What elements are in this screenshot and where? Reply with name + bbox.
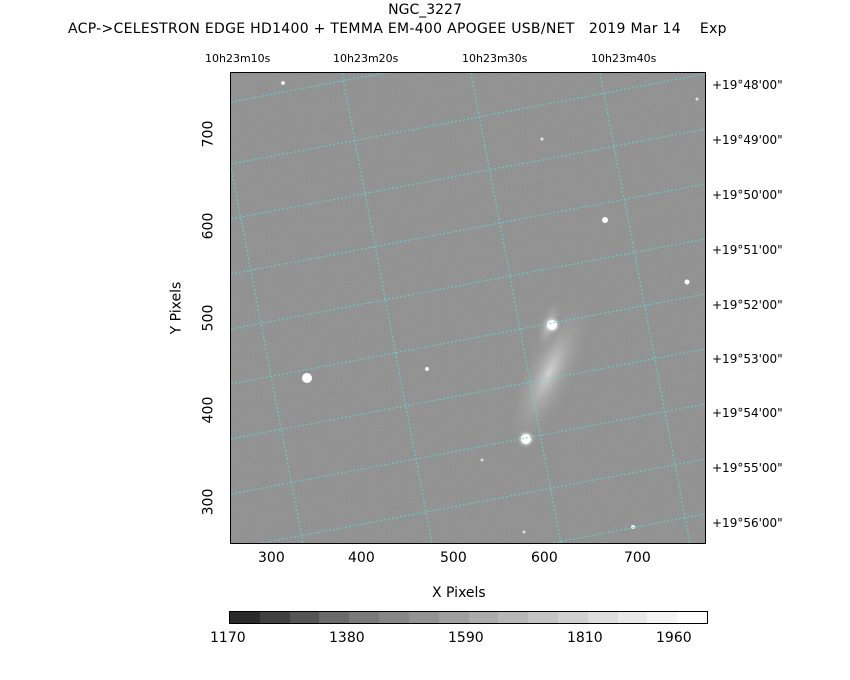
ra-label-2: 10h23m20s <box>333 52 399 65</box>
y-axis-label: Y Pixels <box>168 281 185 335</box>
colorbar-segment <box>408 612 439 623</box>
dec-gridline <box>231 238 705 330</box>
colorbar-segment <box>259 612 290 623</box>
colorbar-segment <box>587 612 618 623</box>
dec-label-9: +19°56'00" <box>712 516 783 530</box>
colorbar-label-1380: 1380 <box>329 630 365 646</box>
colorbar-label-1810: 1810 <box>567 630 603 646</box>
dec-gridline <box>231 73 387 103</box>
dec-label-8: +19°55'00" <box>712 461 783 475</box>
colorbar-segment <box>498 612 529 623</box>
x-tick-700: 700 <box>624 550 651 566</box>
star-6 <box>540 137 544 141</box>
ra-label-1: 10h23m10s <box>205 52 271 65</box>
image-canvas <box>231 73 705 543</box>
colorbar-segment <box>438 612 469 623</box>
star-7 <box>631 525 635 529</box>
dec-gridline <box>231 128 705 220</box>
star-5 <box>281 81 285 85</box>
colorbar-label-1170: 1170 <box>210 630 246 646</box>
y-tick-300: 300 <box>200 488 217 516</box>
ra-label-4: 10h23m40s <box>591 52 657 65</box>
y-tick-400: 400 <box>200 396 217 424</box>
star-2 <box>602 217 608 223</box>
x-axis-label: X Pixels <box>432 585 486 601</box>
colorbar-segment <box>468 612 499 623</box>
plot-title: NGC_3227 <box>388 2 462 18</box>
star-9 <box>480 458 484 462</box>
dec-label-2: +19°49'00" <box>712 133 783 147</box>
colorbar-label-1590: 1590 <box>448 630 484 646</box>
colorbar-segment <box>677 612 707 623</box>
plot-subtitle: ACP->CELESTRON EDGE HD1400 + TEMMA EM-40… <box>68 21 727 37</box>
coordinate-grid <box>231 73 705 543</box>
dec-label-7: +19°54'00" <box>712 406 783 420</box>
dec-label-1: +19°48'00" <box>712 78 783 92</box>
ra-label-3: 10h23m30s <box>462 52 528 65</box>
dec-gridline <box>231 348 705 440</box>
star-3 <box>684 279 690 285</box>
x-tick-400: 400 <box>348 550 375 566</box>
x-tick-500: 500 <box>440 550 467 566</box>
colorbar-segment <box>230 612 260 623</box>
colorbar-segment <box>319 612 350 623</box>
x-tick-600: 600 <box>531 550 558 566</box>
dec-gridline <box>231 293 705 385</box>
dec-label-6: +19°53'00" <box>712 352 783 366</box>
star-10 <box>695 97 699 101</box>
dec-label-4: +19°51'00" <box>712 243 783 257</box>
colorbar-segment <box>557 612 588 623</box>
colorbar-segment <box>289 612 320 623</box>
y-tick-500: 500 <box>200 304 217 332</box>
y-tick-700: 700 <box>200 120 217 148</box>
dec-gridline <box>231 73 705 165</box>
astronomical-image[interactable] <box>230 72 706 544</box>
colorbar <box>229 611 708 624</box>
dec-label-5: +19°52'00" <box>712 298 783 312</box>
colorbar-label-1960: 1960 <box>656 630 692 646</box>
colorbar-segment <box>528 612 558 623</box>
galaxy-nucleus-core <box>547 320 557 330</box>
star-4 <box>425 367 429 371</box>
dec-label-3: +19°50'00" <box>712 188 783 202</box>
colorbar-segment <box>617 612 648 623</box>
colorbar-segment <box>647 612 678 623</box>
star-8 <box>522 530 526 534</box>
star-1 <box>302 373 312 383</box>
companion-galaxy-core <box>521 434 531 444</box>
image-noise <box>231 73 705 543</box>
x-tick-300: 300 <box>258 550 285 566</box>
dec-gridline <box>259 458 705 543</box>
colorbar-segment <box>379 612 409 623</box>
y-tick-600: 600 <box>200 212 217 240</box>
galaxy-halo <box>500 285 598 461</box>
dec-gridline <box>231 183 705 275</box>
colorbar-segment <box>349 612 380 623</box>
dec-gridline <box>231 403 705 495</box>
